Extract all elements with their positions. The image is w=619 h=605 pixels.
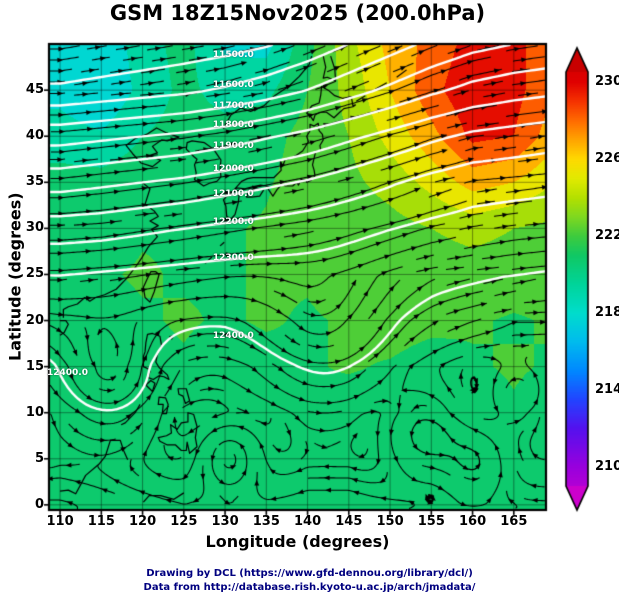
x-tick-label: 155 — [417, 514, 445, 529]
y-tick-label: 25 — [25, 266, 44, 282]
y-tick-label: 40 — [25, 128, 44, 144]
colorbar-tick-label: 226 — [595, 150, 619, 166]
contour-label: 12200.0 — [212, 216, 254, 227]
x-tick-label: 145 — [335, 514, 363, 529]
colorbar-tick-label: 214 — [595, 381, 619, 397]
y-tick-label: 30 — [25, 220, 44, 236]
colorbar-tick-label: 230 — [595, 73, 619, 89]
credit-line-2: Data from http://database.rish.kyoto-u.a… — [143, 582, 476, 593]
contour-label: 11900.0 — [212, 141, 254, 152]
x-tick-label: 160 — [458, 514, 487, 529]
contour-label: 11500.0 — [212, 50, 254, 61]
x-tick-label: 150 — [376, 514, 404, 529]
contour-label: 11600.0 — [212, 79, 254, 90]
x-tick-label: 115 — [87, 514, 115, 529]
contour-label: 12000.0 — [212, 164, 254, 175]
x-tick-label: 125 — [170, 514, 198, 529]
contour-label: 12400.0 — [212, 331, 254, 342]
credit-line-1: Drawing by DCL (https://www.gfd-dennou.o… — [146, 568, 473, 579]
colorbar-tick-label: 218 — [595, 304, 619, 320]
x-tick-label: 135 — [252, 514, 280, 529]
y-tick-label: 15 — [25, 358, 44, 374]
y-tick-label: 0 — [34, 496, 44, 512]
y-tick-label: 45 — [25, 82, 44, 98]
colorbar-tick-label: 210 — [595, 458, 619, 474]
x-tick-label: 120 — [128, 514, 157, 529]
x-axis-title: Longitude (degrees) — [205, 532, 390, 551]
x-tick-label: 140 — [293, 514, 322, 529]
y-tick-label: 5 — [34, 450, 44, 466]
x-tick-label: 130 — [211, 514, 239, 529]
x-tick-label: 110 — [46, 514, 74, 529]
y-tick-label: 10 — [25, 404, 44, 420]
contour-label: 12100.0 — [212, 189, 254, 200]
y-tick-label: 20 — [25, 312, 44, 328]
x-tick-label: 165 — [500, 514, 528, 529]
contour-label: 11800.0 — [212, 120, 254, 131]
y-tick-label: 35 — [25, 174, 44, 190]
colorbar-tick-label: 222 — [595, 227, 619, 243]
contour-label: 11700.0 — [212, 100, 254, 111]
contour-label: 12300.0 — [212, 252, 254, 263]
figure-title: GSM 18Z15Nov2025 (200.0hPa) — [109, 1, 486, 25]
contour-label: 12400.0 — [46, 368, 88, 379]
